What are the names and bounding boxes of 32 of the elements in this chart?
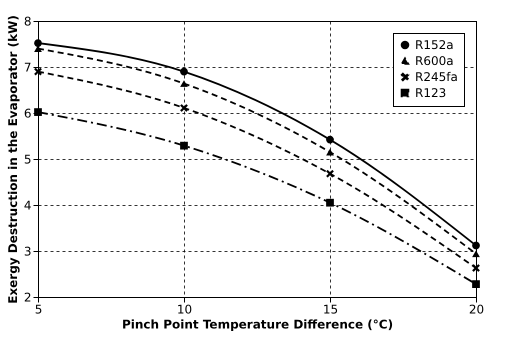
point — [472, 264, 480, 272]
point — [326, 198, 334, 207]
y-tick-label: 5 — [24, 152, 32, 166]
y-tick-label: 6 — [24, 106, 32, 120]
y-tick-label: 4 — [24, 198, 32, 212]
point — [34, 108, 42, 116]
x-tick-label: 15 — [322, 302, 338, 316]
legend-label: R152a — [415, 38, 454, 52]
point — [180, 68, 188, 76]
point — [326, 148, 334, 156]
point — [180, 80, 188, 87]
y-tick-label: 2 — [24, 290, 32, 304]
y-tick-label: 7 — [24, 60, 32, 74]
point — [180, 104, 188, 112]
point — [180, 142, 188, 150]
y-tick-label: 8 — [24, 14, 32, 28]
point — [34, 68, 42, 76]
point — [472, 242, 480, 250]
point — [326, 170, 334, 178]
legend-label: R600a — [415, 54, 454, 68]
y-tick-label: 3 — [24, 244, 32, 258]
x-tick-label: 10 — [176, 302, 192, 316]
point — [34, 39, 42, 47]
point — [326, 136, 334, 144]
y-axis-title: Exergy Destruction in the Evaporator (kW) — [6, 15, 20, 304]
x-tick-label: 20 — [468, 302, 484, 316]
legend-label: R123 — [415, 86, 446, 100]
point — [472, 280, 480, 288]
legend-label: R245fa — [415, 70, 458, 84]
point — [472, 250, 480, 258]
x-tick-label: 5 — [34, 302, 42, 316]
x-axis-title: Pinch Point Temperature Difference (°C) — [122, 318, 394, 332]
